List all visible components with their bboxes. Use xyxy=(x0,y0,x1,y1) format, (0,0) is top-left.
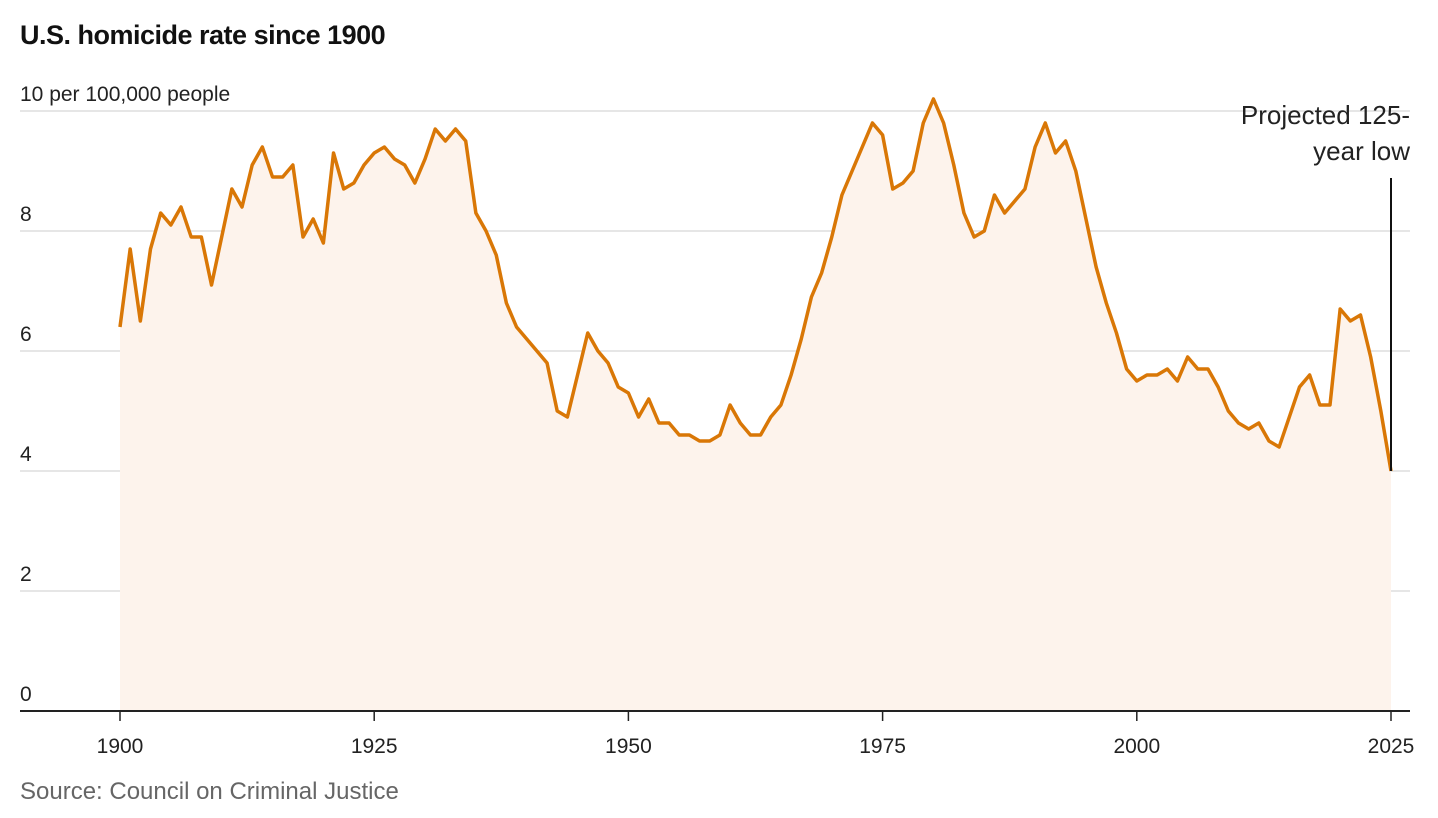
y-tick-label: 6 xyxy=(20,323,32,346)
area-fill xyxy=(120,99,1391,711)
chart-title: U.S. homicide rate since 1900 xyxy=(20,20,386,50)
y-tick-label: 10 per 100,000 people xyxy=(20,83,230,106)
y-axis: 0 2 4 6 8 10 per 100,000 people xyxy=(20,83,230,706)
y-tick-label: 8 xyxy=(20,203,32,226)
annotation-text-line1: Projected 125- xyxy=(1241,100,1410,130)
series-line xyxy=(118,97,1393,472)
chart-source: Source: Council on Criminal Justice xyxy=(20,778,399,805)
y-tick-label: 2 xyxy=(20,563,32,586)
y-tick-label: 4 xyxy=(20,443,32,466)
x-tick-label: 1975 xyxy=(859,735,906,758)
annotation-text-line2: year low xyxy=(1313,136,1410,166)
x-tick-label: 2025 xyxy=(1368,735,1415,758)
x-tick-label: 1950 xyxy=(605,735,652,758)
y-tick-label: 0 xyxy=(20,683,32,706)
x-tick-label: 2000 xyxy=(1113,735,1160,758)
x-tick-label: 1900 xyxy=(97,735,144,758)
x-tick-label: 1925 xyxy=(351,735,398,758)
x-axis: 1900 1925 1950 1975 2000 2025 xyxy=(97,711,1415,758)
